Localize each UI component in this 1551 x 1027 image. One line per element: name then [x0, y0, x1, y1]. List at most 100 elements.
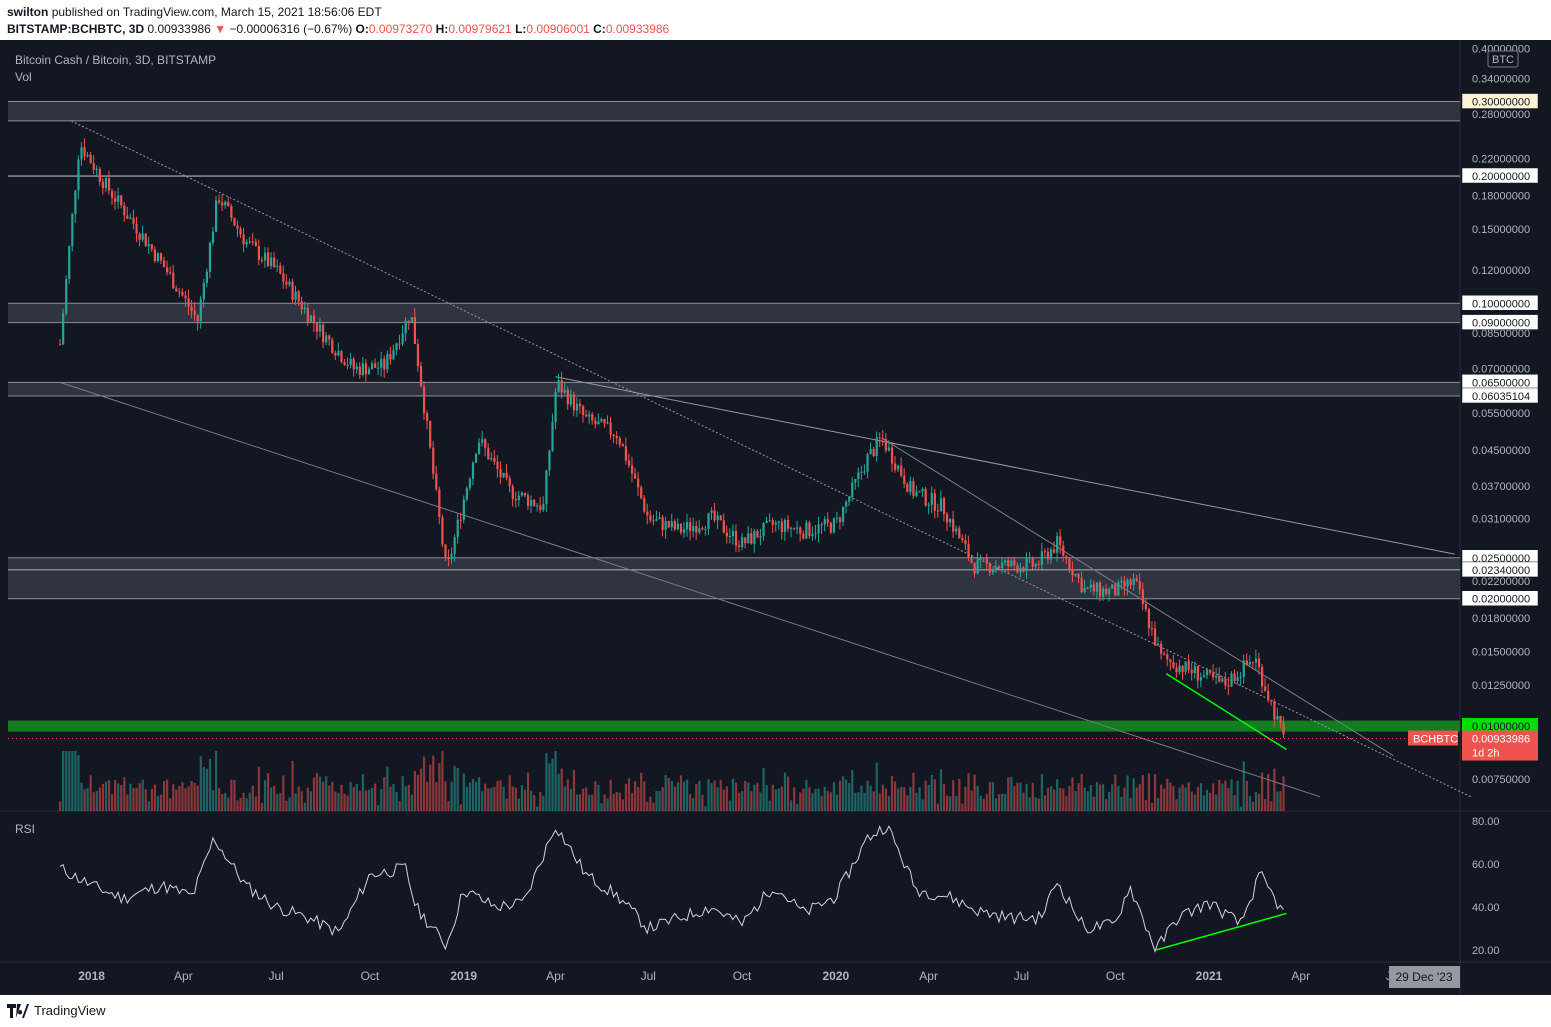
candle-body: [783, 519, 787, 533]
volume-bar: [658, 790, 661, 811]
volume-bar: [166, 779, 169, 811]
volume-bar: [1031, 782, 1034, 811]
volume-bar: [640, 772, 643, 811]
volume-bar: [1025, 783, 1028, 811]
candle-body: [349, 358, 352, 365]
price-level-label: 0.06500000: [1472, 377, 1530, 389]
volume-bar: [487, 788, 490, 811]
volume-bar: [1028, 797, 1031, 811]
candle-body: [120, 195, 123, 206]
volume-bar: [961, 803, 964, 811]
volume-bar: [572, 769, 576, 811]
candle-body: [474, 453, 478, 463]
volume-bar: [1282, 776, 1285, 811]
volume-bar: [722, 789, 725, 811]
volume-bar: [725, 786, 728, 811]
volume-bar: [285, 800, 288, 811]
volume-bar: [615, 792, 618, 811]
time-tick-label: Apr: [546, 969, 565, 983]
candle-body: [719, 515, 722, 521]
ohlc-line: BITSTAMP:BCHBTC, 3D 0.00933986 ▼ −0.0000…: [7, 22, 669, 36]
volume-bar: [686, 779, 689, 811]
candle-body: [542, 504, 545, 510]
volume-bar: [441, 751, 444, 811]
candle-body: [667, 521, 670, 528]
volume-bar: [1242, 761, 1245, 811]
candle-body: [1172, 662, 1175, 668]
chart-area[interactable]: 0.40000000 0.34000000 0.28000000 0.22000000…: [0, 40, 1551, 995]
price-tick-label: 0.05500000: [1472, 408, 1530, 420]
candle-body: [799, 527, 802, 534]
candle-body: [973, 562, 976, 574]
candle-body: [1193, 666, 1196, 674]
candle-body: [505, 472, 508, 478]
volume-bar: [624, 783, 628, 811]
volume-bar: [854, 792, 857, 811]
author-name[interactable]: swilton: [7, 5, 49, 19]
candle-body: [832, 518, 836, 533]
volume-bar: [1190, 791, 1193, 811]
candle-body: [1037, 563, 1040, 565]
chart-canvas[interactable]: 0.400000000.340000000.280000000.22000000…: [0, 40, 1551, 995]
volume-bar: [398, 801, 401, 811]
volume-bar: [1276, 791, 1279, 811]
candle-body: [756, 530, 759, 538]
volume-bar: [796, 803, 799, 811]
candle-body: [1215, 675, 1218, 678]
candle-body: [912, 481, 915, 497]
volume-bar: [74, 751, 77, 811]
volume-bar: [1126, 775, 1129, 811]
volume-bar: [1074, 791, 1077, 811]
volume-bar: [783, 772, 787, 811]
volume-bar: [1221, 783, 1224, 811]
price-level-label: 0.30000000: [1472, 97, 1530, 109]
volume-bar: [95, 791, 98, 811]
last-price: 0.00933986: [147, 22, 211, 36]
candle-body: [1046, 551, 1050, 560]
volume-bar: [1068, 786, 1071, 811]
candle-body: [741, 537, 744, 548]
volume-bar: [1080, 774, 1083, 811]
price-tick-label: 0.02200000: [1472, 576, 1530, 588]
volume-bar: [523, 789, 527, 811]
volume-bar: [340, 784, 343, 811]
candle-body: [988, 562, 992, 573]
candle-body: [392, 350, 395, 360]
volume-bar: [211, 790, 215, 811]
time-tick-label: 2020: [823, 969, 850, 983]
candle-body: [276, 265, 279, 267]
tradingview-brand[interactable]: TradingView: [34, 1003, 106, 1018]
volume-bar: [496, 780, 499, 811]
candle-body: [309, 315, 313, 322]
trendline: [555, 376, 1455, 555]
volume-bar: [997, 794, 1001, 811]
volume-bar: [208, 758, 212, 811]
price-level-box: [1461, 590, 1539, 606]
volume-bar: [98, 787, 101, 811]
candle-body: [132, 217, 135, 224]
volume-bar: [159, 794, 163, 811]
volume-bar: [214, 751, 218, 811]
volume-bar: [343, 793, 346, 811]
volume-bar: [958, 778, 961, 811]
candle-body: [1233, 673, 1236, 681]
candle-body: [1199, 677, 1203, 681]
publish-date: published on TradingView.com, March 15, …: [51, 5, 382, 19]
candle-body: [942, 498, 946, 515]
volume-bar: [716, 787, 719, 811]
candle-body: [1187, 661, 1190, 670]
volume-bar: [468, 782, 472, 811]
candle-body: [881, 438, 884, 440]
candle-body: [199, 299, 202, 322]
candle-body: [536, 505, 539, 507]
volume-bar: [315, 773, 319, 811]
volume-bar: [924, 780, 927, 811]
candle-body: [1016, 565, 1019, 573]
candle-body: [725, 532, 728, 537]
volume-bar: [202, 766, 205, 811]
volume-bar: [426, 781, 429, 811]
candle-body: [214, 200, 218, 232]
candle-body: [701, 528, 704, 530]
candle-body: [600, 419, 603, 422]
volume-bar: [233, 780, 236, 811]
